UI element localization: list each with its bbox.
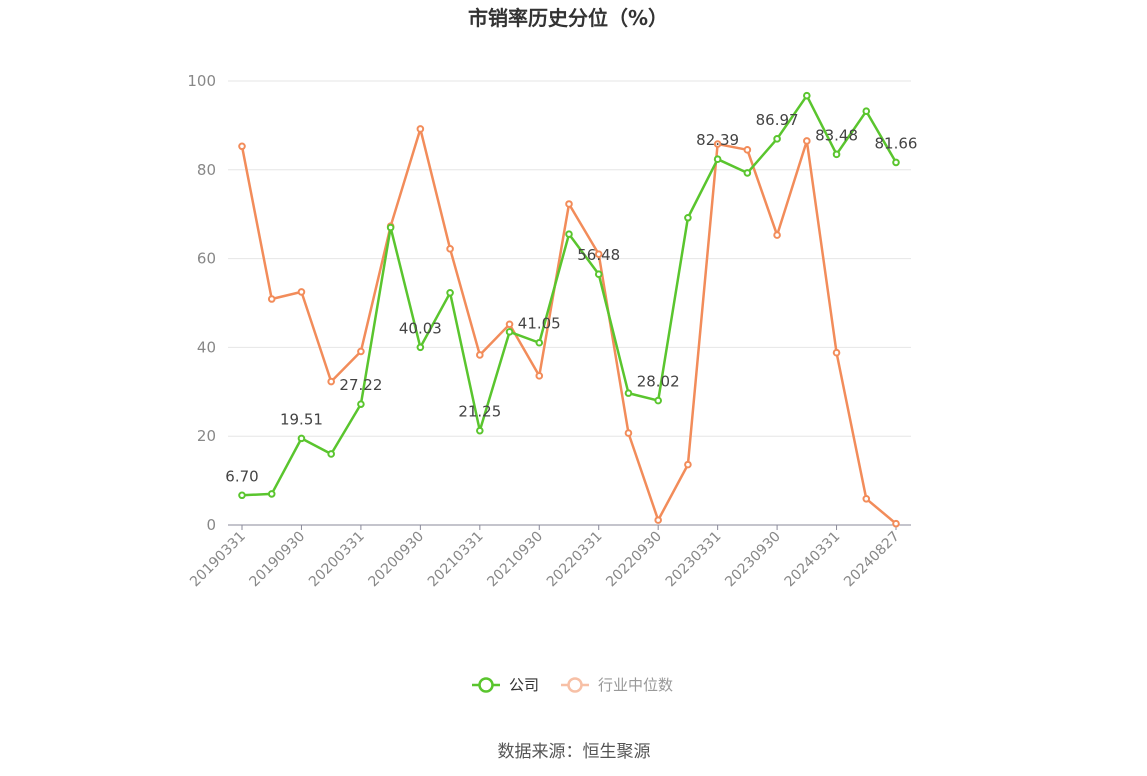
data-point-0 xyxy=(416,343,425,352)
data-point-1 xyxy=(862,495,871,503)
y-tick-label: 100 xyxy=(187,72,216,90)
data-point-1 xyxy=(535,372,544,380)
data-point-0 xyxy=(238,491,246,500)
data-point-1 xyxy=(565,200,573,208)
legend-item-0[interactable]: 公司 xyxy=(472,676,539,694)
data-point-0 xyxy=(267,490,276,498)
x-tick-label: 20220331 xyxy=(544,529,606,591)
data-point-0 xyxy=(594,270,603,279)
data-point-0 xyxy=(327,450,335,458)
x-tick-label: 20210930 xyxy=(484,529,546,591)
series-layer xyxy=(238,91,900,528)
data-point-0 xyxy=(773,135,781,143)
data-label: 82.39 xyxy=(696,131,739,149)
data-point-1 xyxy=(892,519,900,528)
data-point-1 xyxy=(476,351,484,359)
data-label: 6.70 xyxy=(225,467,258,485)
data-point-0 xyxy=(743,169,752,177)
series-line-0 xyxy=(241,94,898,497)
legend-swatch-marker xyxy=(567,677,583,693)
data-label: 41.05 xyxy=(518,315,561,333)
data-point-1 xyxy=(505,320,514,329)
data-point-0 xyxy=(357,400,365,408)
data-point-0 xyxy=(505,328,514,336)
data-point-1 xyxy=(416,125,425,133)
data-label: 27.22 xyxy=(339,376,382,394)
data-point-0 xyxy=(297,434,306,443)
data-point-1 xyxy=(357,347,365,356)
data-label: 86.97 xyxy=(756,111,799,129)
data-point-0 xyxy=(386,223,395,232)
y-tick-label: 20 xyxy=(197,427,216,445)
legend-label: 行业中位数 xyxy=(598,676,673,694)
data-point-0 xyxy=(654,396,662,405)
x-tick-label: 20200331 xyxy=(306,529,368,591)
data-point-0 xyxy=(565,230,573,238)
legend-label: 公司 xyxy=(509,676,539,694)
data-point-1 xyxy=(594,250,603,258)
data-point-1 xyxy=(684,460,692,469)
chart-title: 市销率历史分位（%） xyxy=(468,6,668,30)
data-label: 56.48 xyxy=(577,246,620,264)
y-tick-label: 60 xyxy=(197,250,216,268)
data-label: 19.51 xyxy=(280,410,323,428)
legend-swatch-marker xyxy=(478,677,494,693)
data-point-0 xyxy=(476,426,484,435)
data-label: 83.48 xyxy=(815,126,858,144)
series-line-1 xyxy=(240,127,897,525)
x-tick-label: 20230930 xyxy=(722,529,784,591)
x-tick-label: 20190930 xyxy=(247,529,309,591)
x-tick-label: 20240827 xyxy=(841,529,903,591)
data-point-0 xyxy=(713,155,722,163)
data-label: 40.03 xyxy=(399,319,442,337)
data-point-0 xyxy=(684,213,692,222)
data-point-0 xyxy=(832,150,841,159)
legend[interactable]: 公司 行业中位数 xyxy=(472,676,673,694)
data-point-1 xyxy=(238,142,246,151)
data-point-0 xyxy=(862,107,871,115)
y-axis: 0 20 40 60 80 100 xyxy=(187,72,216,534)
data-point-1 xyxy=(624,429,633,437)
x-tick-label: 20240331 xyxy=(782,529,844,591)
data-point-0 xyxy=(535,338,544,347)
x-tick-label: 20190331 xyxy=(187,529,249,591)
legend-item-1[interactable]: 行业中位数 xyxy=(561,676,673,694)
data-point-1 xyxy=(446,245,454,253)
x-tick-label: 20230331 xyxy=(663,529,725,591)
data-point-0 xyxy=(446,288,454,297)
data-point-1 xyxy=(654,516,662,524)
data-point-1 xyxy=(773,231,781,239)
data-label: 28.02 xyxy=(637,373,680,391)
data-label: 81.66 xyxy=(875,134,918,152)
x-axis: 2019033120190930202003312020093020210331… xyxy=(187,524,911,591)
data-point-0 xyxy=(624,389,633,397)
data-point-1 xyxy=(267,295,276,303)
x-tick-label: 20220930 xyxy=(603,529,665,591)
x-tick-label: 20200930 xyxy=(365,529,427,591)
data-label: 21.25 xyxy=(458,403,501,421)
data-labels: 6.70 19.51 27.22 40.03 21.25 41.05 56.48 28.02 8… xyxy=(225,111,917,485)
data-point-1 xyxy=(713,140,722,148)
data-point-1 xyxy=(297,288,306,296)
data-point-0 xyxy=(803,91,811,100)
data-point-1 xyxy=(803,137,811,145)
data-point-1 xyxy=(743,146,752,154)
data-point-1 xyxy=(327,377,335,386)
data-source: 数据来源：恒生聚源 xyxy=(498,742,651,762)
y-tick-label: 80 xyxy=(197,161,216,179)
y-tick-label: 0 xyxy=(206,516,216,534)
y-tick-label: 40 xyxy=(197,338,216,356)
data-point-0 xyxy=(892,158,900,167)
x-tick-label: 20210331 xyxy=(425,529,487,591)
data-point-1 xyxy=(832,348,841,357)
